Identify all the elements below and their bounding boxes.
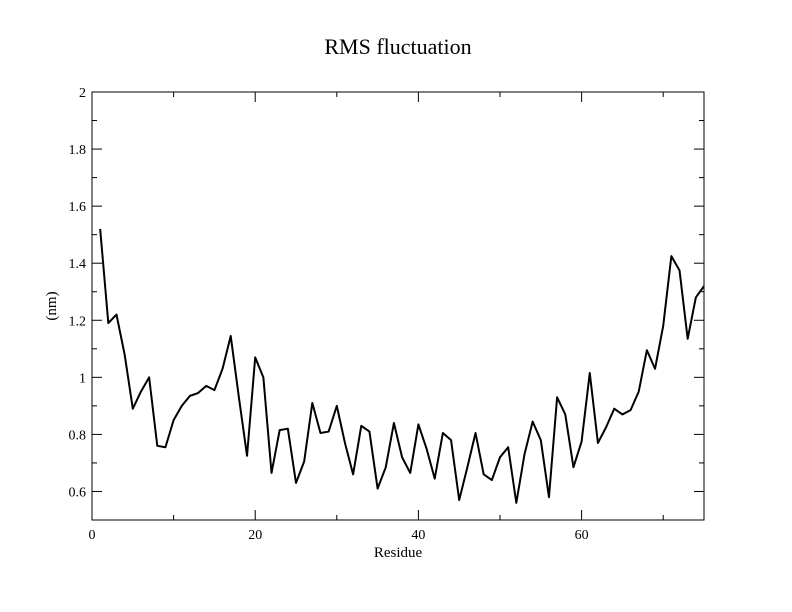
y-axis-label: (nm)	[44, 291, 60, 320]
y-tick-label: 1.2	[69, 314, 87, 329]
y-tick-label: 1.6	[69, 200, 87, 215]
axis-ticks	[91, 91, 704, 521]
chart-title: RMS fluctuation	[324, 34, 471, 59]
plot-frame	[91, 91, 705, 521]
y-tick-label: 0.8	[69, 428, 87, 443]
y-tick-label: 0.6	[69, 485, 87, 500]
y-tick-label: 1	[79, 371, 86, 386]
x-tick-label: 40	[411, 528, 425, 543]
x-tick-label: 60	[575, 528, 589, 543]
y-tick-label: 1.4	[69, 257, 87, 272]
y-tick-label: 1.8	[69, 143, 87, 158]
axis-tick-labels: 0 20 40 60 0.6 0.8 1 1.2 1.4 1.6 1.8 2	[69, 86, 589, 543]
series-line	[99, 228, 705, 504]
y-tick-label: 2	[79, 86, 86, 101]
x-axis-label: Residue	[374, 545, 423, 561]
x-tick-label: 0	[89, 528, 96, 543]
x-tick-label: 20	[248, 528, 262, 543]
